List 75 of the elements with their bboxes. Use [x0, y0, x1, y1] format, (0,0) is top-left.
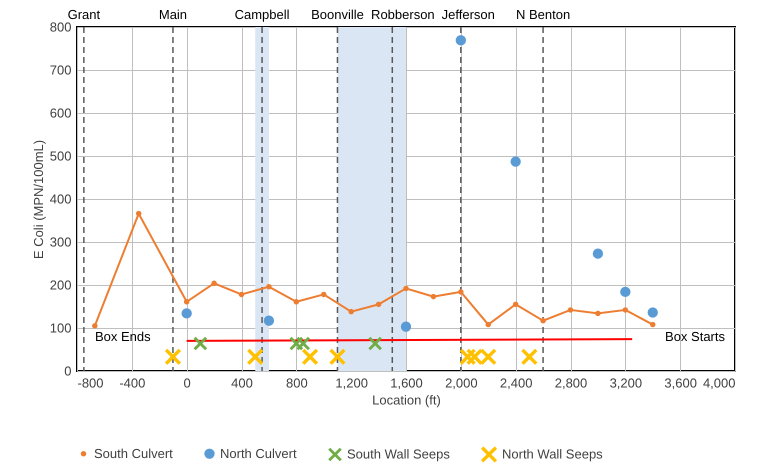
- x-axis-title: Location (ft): [372, 392, 441, 408]
- point: [540, 318, 546, 324]
- annotation: Box Starts: [665, 329, 726, 344]
- point: [184, 299, 190, 305]
- annotation: Box Ends: [95, 329, 152, 344]
- x-tick-label: 4,000: [702, 376, 736, 390]
- y-tick-label: 300: [50, 234, 72, 250]
- point: [348, 308, 354, 314]
- point: [456, 35, 466, 46]
- x-tick-label: 0: [184, 376, 191, 390]
- point: [620, 286, 630, 298]
- y-tick-label: 200: [50, 278, 72, 292]
- point: [650, 322, 656, 328]
- point: [294, 299, 300, 305]
- point: [296, 336, 310, 350]
- ref-line-label: N Benton: [516, 7, 570, 22]
- y-tick-label: 0: [64, 364, 72, 378]
- ref-line-label: Boonville: [311, 7, 364, 22]
- ref-line-label: Robberson: [371, 7, 435, 22]
- point: [595, 310, 601, 316]
- ref-line-label: Grant: [68, 7, 100, 22]
- point: [376, 302, 382, 308]
- point: [329, 348, 346, 365]
- point: [466, 348, 483, 365]
- ref-line-label: Main: [158, 7, 188, 22]
- point: [430, 294, 436, 300]
- point: [568, 307, 574, 313]
- y-tick-label: 500: [50, 148, 72, 164]
- y-tick-label: 400: [50, 192, 72, 206]
- point: [403, 286, 409, 292]
- point: [264, 316, 274, 326]
- point: [182, 308, 192, 319]
- x-tick-label: 3,600: [664, 376, 697, 390]
- point: [521, 348, 538, 365]
- point: [211, 280, 217, 286]
- y-axis-title: E Coli (MPN/100mL): [30, 140, 46, 260]
- y-tick-label: 800: [50, 20, 72, 34]
- legend-label: North Wall Seeps: [502, 446, 604, 462]
- point: [136, 210, 142, 216]
- point: [458, 289, 464, 295]
- ref-line-label: Campbell: [234, 7, 290, 22]
- point: [164, 348, 182, 365]
- y-tick-label: 700: [50, 62, 72, 78]
- x-tick-label: 800: [286, 376, 308, 390]
- x-tick-label: 3,200: [610, 376, 642, 390]
- point: [238, 292, 244, 298]
- point: [512, 302, 518, 308]
- x-tick-label: 2,400: [500, 376, 532, 390]
- x-tick-label: 2,000: [445, 376, 478, 390]
- point: [368, 336, 382, 350]
- point: [486, 322, 491, 328]
- point: [400, 322, 412, 332]
- point: [648, 307, 658, 318]
- point: [194, 336, 208, 350]
- point: [302, 348, 318, 365]
- x-tick-label: 2,800: [554, 376, 588, 390]
- point: [266, 284, 272, 290]
- point: [247, 348, 264, 365]
- y-tick-label: 600: [50, 106, 72, 120]
- point: [592, 248, 604, 259]
- x-tick-label: 1,600: [390, 376, 423, 390]
- legend-label: South Culvert: [94, 446, 174, 461]
- legend-label: South Wall Seeps: [347, 446, 450, 462]
- x-tick-label: 1,200: [335, 376, 368, 390]
- legend-label: North Culvert: [220, 446, 297, 461]
- x-tick-label: -400: [119, 376, 146, 390]
- point: [92, 323, 98, 329]
- x-tick-label: 400: [231, 376, 253, 390]
- point: [480, 348, 496, 365]
- y-tick-label: 100: [50, 320, 72, 336]
- point: [510, 156, 521, 167]
- point: [321, 292, 326, 298]
- x-tick-label: -800: [78, 376, 104, 390]
- point: [622, 307, 628, 313]
- ref-line-label: Jefferson: [442, 7, 495, 22]
